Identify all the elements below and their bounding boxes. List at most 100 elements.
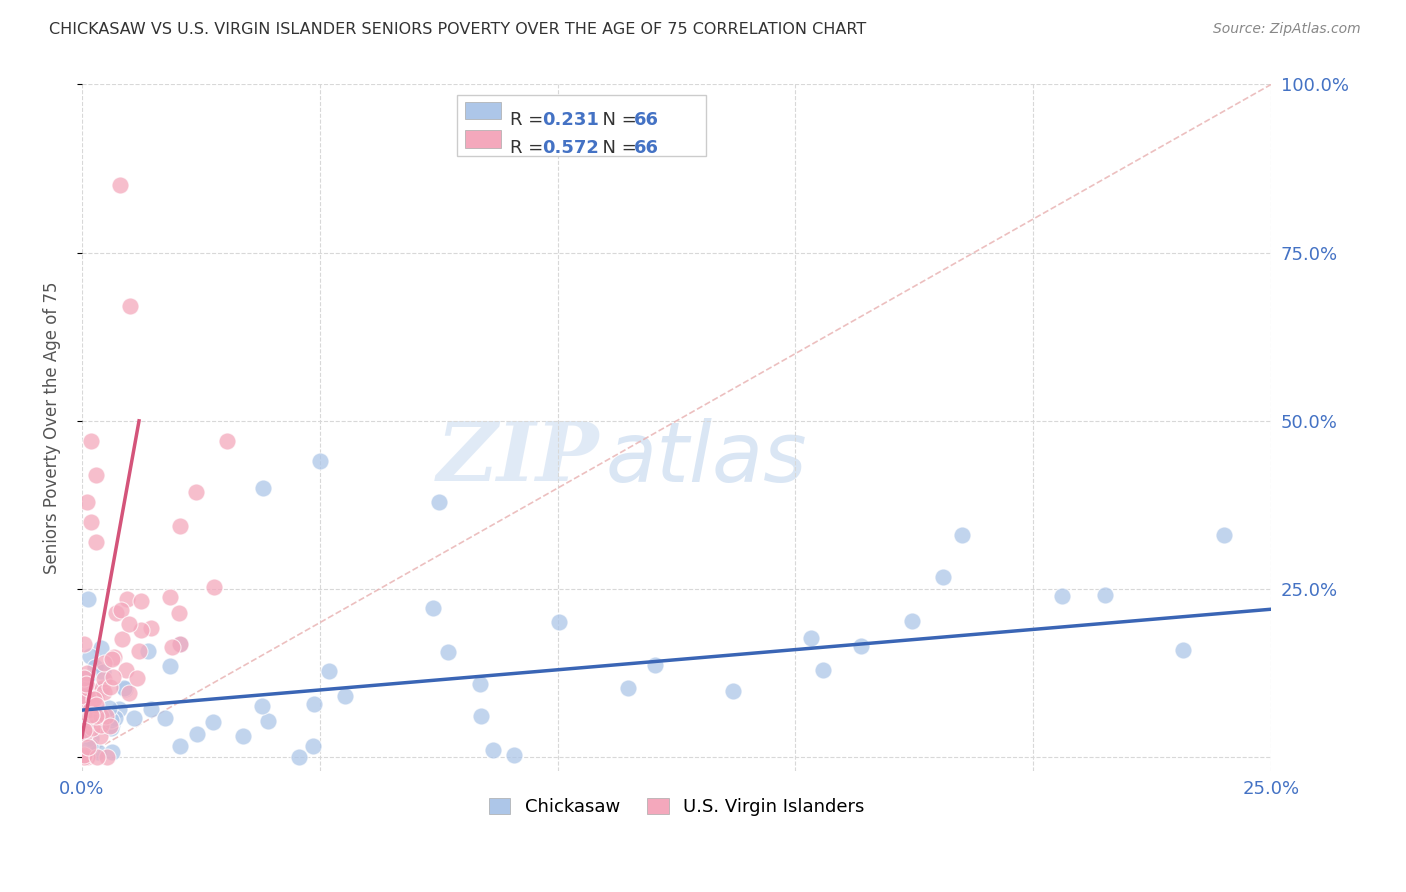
Point xyxy=(160,640,183,655)
Point xyxy=(103,650,125,665)
Point xyxy=(73,750,96,764)
Point xyxy=(250,698,273,713)
Point xyxy=(257,714,280,728)
Point xyxy=(98,680,121,694)
Point xyxy=(90,708,112,723)
Point xyxy=(80,434,103,448)
Point xyxy=(302,698,325,712)
Point xyxy=(73,748,96,763)
Point xyxy=(302,739,325,753)
Point xyxy=(80,515,103,529)
Point xyxy=(169,637,191,651)
Point xyxy=(93,684,115,698)
Point xyxy=(901,614,924,628)
Legend: Chickasaw, U.S. Virgin Islanders: Chickasaw, U.S. Virgin Islanders xyxy=(481,790,872,823)
Point xyxy=(93,665,115,679)
Point xyxy=(252,481,274,495)
Point xyxy=(73,723,96,737)
Point xyxy=(100,745,122,759)
Point xyxy=(84,660,107,674)
Point xyxy=(101,670,124,684)
Point xyxy=(90,681,112,695)
Text: ZIP: ZIP xyxy=(437,418,599,499)
Point xyxy=(89,683,111,698)
Text: 66: 66 xyxy=(634,139,659,157)
Point xyxy=(76,494,98,508)
Point xyxy=(159,659,181,673)
Point xyxy=(80,721,103,735)
Text: 66: 66 xyxy=(634,111,659,128)
Point xyxy=(644,657,666,672)
Point xyxy=(80,731,103,745)
Point xyxy=(76,703,98,717)
Point xyxy=(73,750,96,764)
Text: Source: ZipAtlas.com: Source: ZipAtlas.com xyxy=(1213,22,1361,37)
Point xyxy=(117,591,139,606)
Point xyxy=(114,681,136,696)
Text: R =: R = xyxy=(510,111,550,128)
Point xyxy=(104,711,127,725)
Point xyxy=(76,691,98,706)
Point xyxy=(87,745,110,759)
Point xyxy=(470,708,492,723)
Point xyxy=(117,616,139,631)
Point xyxy=(1050,589,1073,603)
Point xyxy=(79,703,101,717)
Point xyxy=(111,632,134,647)
Text: N =: N = xyxy=(591,111,643,128)
Point xyxy=(129,594,152,608)
Point xyxy=(77,591,100,606)
Point xyxy=(76,671,98,685)
Point xyxy=(167,607,190,621)
Point xyxy=(93,656,115,670)
Point xyxy=(288,749,311,764)
Point xyxy=(76,685,98,699)
FancyBboxPatch shape xyxy=(457,95,706,156)
Point xyxy=(77,740,100,755)
Point xyxy=(84,535,107,549)
Point xyxy=(108,702,131,716)
Point xyxy=(76,702,98,716)
Point xyxy=(427,494,450,508)
Point xyxy=(215,434,238,449)
Point xyxy=(169,637,191,651)
Point xyxy=(1171,643,1194,657)
Point xyxy=(79,713,101,727)
Point xyxy=(91,712,114,726)
Point xyxy=(83,689,105,703)
Point xyxy=(141,702,163,716)
Point xyxy=(86,750,108,764)
Point xyxy=(333,689,356,703)
Point xyxy=(127,671,149,685)
Point xyxy=(101,652,124,666)
Point xyxy=(1212,528,1234,542)
Point xyxy=(950,528,973,542)
Point xyxy=(153,711,176,725)
Point xyxy=(80,701,103,715)
Point xyxy=(79,708,101,723)
Text: N =: N = xyxy=(591,139,643,157)
Text: CHICKASAW VS U.S. VIRGIN ISLANDER SENIORS POVERTY OVER THE AGE OF 75 CORRELATION: CHICKASAW VS U.S. VIRGIN ISLANDER SENIOR… xyxy=(49,22,866,37)
Point xyxy=(122,710,145,724)
Point xyxy=(96,750,118,764)
Point xyxy=(73,705,96,719)
FancyBboxPatch shape xyxy=(465,130,501,147)
Text: atlas: atlas xyxy=(605,418,807,499)
Point xyxy=(73,637,96,651)
Point xyxy=(800,631,823,645)
Point xyxy=(932,570,955,584)
Point xyxy=(73,750,96,764)
Point xyxy=(101,718,124,732)
Point xyxy=(548,615,571,630)
Point xyxy=(202,714,225,729)
Point xyxy=(79,649,101,664)
Point xyxy=(108,178,131,193)
Point xyxy=(117,686,139,700)
Point xyxy=(100,713,122,727)
Text: 0.572: 0.572 xyxy=(543,139,599,157)
Y-axis label: Seniors Poverty Over the Age of 75: Seniors Poverty Over the Age of 75 xyxy=(44,281,60,574)
Text: 0.231: 0.231 xyxy=(543,111,599,128)
Point xyxy=(83,692,105,706)
Point xyxy=(721,683,744,698)
Point xyxy=(139,621,162,635)
